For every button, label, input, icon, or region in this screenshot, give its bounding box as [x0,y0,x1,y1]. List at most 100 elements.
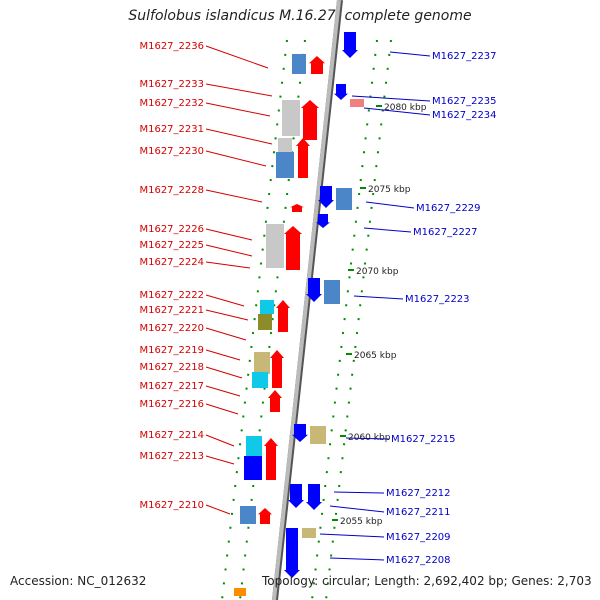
right-gene-labels: M1627_2237 M1627_2235 M1627_2234 M1627_2229… [319,51,497,566]
left-leader-15 [205,403,239,415]
right-leader-5 [353,295,404,300]
right-leader-2 [363,107,431,116]
genome-backbone [272,0,343,600]
guide-line-0 [221,39,288,600]
gene-feature-36 [234,588,246,596]
backbone-line [272,0,341,600]
right-gene-label-6: M1627_2215 [391,434,456,445]
right-leader-8 [329,505,385,513]
scale-label-4: 2060 kbp [348,433,391,443]
gene-feature-34 [302,528,316,538]
left-gene-label-9: M1627_2222 [139,290,204,301]
right-gene-label-0: M1627_2237 [432,51,497,62]
gene-features [234,32,364,596]
gene-feature-9 [296,138,310,178]
gene-feature-3 [334,84,348,100]
left-leader-12 [205,349,241,361]
left-gene-label-8: M1627_2224 [139,257,204,268]
gene-feature-8 [276,152,294,178]
right-leader-7 [333,491,385,494]
gene-feature-27 [246,436,262,456]
left-leader-1 [205,83,273,97]
scale-label-1: 2075 kbp [368,185,411,195]
topology-text: Topology: circular; Length: 2,692,402 bp… [262,574,592,588]
left-gene-label-3: M1627_2231 [139,124,204,135]
gene-feature-30 [288,484,304,508]
left-leader-6 [205,228,253,241]
gene-feature-6 [301,100,319,140]
left-gene-label-5: M1627_2228 [139,185,204,196]
map-title: Sulfolobus islandicus M.16.27, complete … [128,8,472,24]
gene-feature-10 [318,186,334,208]
left-gene-label-2: M1627_2232 [139,98,204,109]
gene-feature-23 [270,350,284,388]
left-leader-16 [205,434,235,447]
right-gene-label-7: M1627_2212 [386,488,451,499]
left-gene-label-16: M1627_2214 [139,430,204,441]
gene-feature-17 [324,280,340,304]
gene-feature-4 [350,99,364,107]
gene-feature-28 [244,456,262,480]
right-gene-label-2: M1627_2234 [432,110,497,121]
left-leader-5 [205,189,263,203]
gene-feature-14 [266,224,284,268]
left-gene-label-1: M1627_2233 [139,79,204,90]
gene-feature-31 [306,484,322,510]
left-leader-13 [205,366,243,379]
gene-feature-22 [252,372,268,388]
gene-feature-13 [316,214,330,228]
dotted-guides [221,39,392,600]
right-gene-label-9: M1627_2209 [386,532,451,543]
guide-line-3 [325,39,392,600]
right-leader-1 [351,95,431,102]
left-gene-labels: M1627_2236 M1627_2233 M1627_2232 M1627_2231… [139,41,273,515]
left-gene-label-4: M1627_2230 [139,146,204,157]
right-leader-3 [365,201,415,209]
scale-label-3: 2065 kbp [354,351,397,361]
right-leader-4 [363,227,412,233]
left-gene-label-18: M1627_2210 [139,500,204,511]
gene-feature-33 [258,508,272,524]
left-leader-14 [205,385,241,397]
left-gene-label-15: M1627_2216 [139,399,204,410]
gene-feature-15 [284,226,302,270]
left-gene-label-11: M1627_2220 [139,323,204,334]
gene-feature-7 [278,138,292,152]
left-leader-18 [205,504,231,515]
right-leader-6 [345,437,390,440]
gene-feature-35 [284,528,300,578]
right-gene-label-3: M1627_2229 [416,203,481,214]
gene-feature-16 [306,278,322,302]
scale-label-2: 2070 kbp [356,267,399,277]
gene-feature-26 [310,426,326,444]
left-leader-0 [205,45,269,69]
left-leader-11 [205,327,247,341]
gene-feature-25 [292,424,308,442]
gene-feature-32 [240,506,256,524]
scale-label-0: 2080 kbp [384,103,427,113]
right-gene-label-10: M1627_2208 [386,555,451,566]
left-gene-label-6: M1627_2226 [139,224,204,235]
gene-feature-0 [342,32,358,58]
left-gene-label-14: M1627_2217 [139,381,204,392]
gene-feature-12 [290,204,304,212]
gene-feature-1 [292,54,306,74]
guide-line-2 [311,39,378,600]
right-gene-label-8: M1627_2211 [386,507,451,518]
left-gene-label-12: M1627_2219 [139,345,204,356]
gene-feature-24 [268,390,282,412]
right-leader-0 [389,51,431,57]
right-gene-label-1: M1627_2235 [432,96,497,107]
gene-feature-19 [258,314,272,330]
left-leader-2 [205,102,271,117]
scale-label-5: 2055 kbp [340,517,383,527]
gene-feature-18 [260,300,274,314]
right-leader-9 [319,533,385,538]
gene-feature-2 [309,56,325,74]
left-leader-10 [205,309,249,321]
left-gene-label-13: M1627_2218 [139,362,204,373]
gene-feature-29 [264,438,278,480]
accession-text: Accession: NC_012632 [10,574,147,588]
gene-feature-5 [282,100,300,136]
